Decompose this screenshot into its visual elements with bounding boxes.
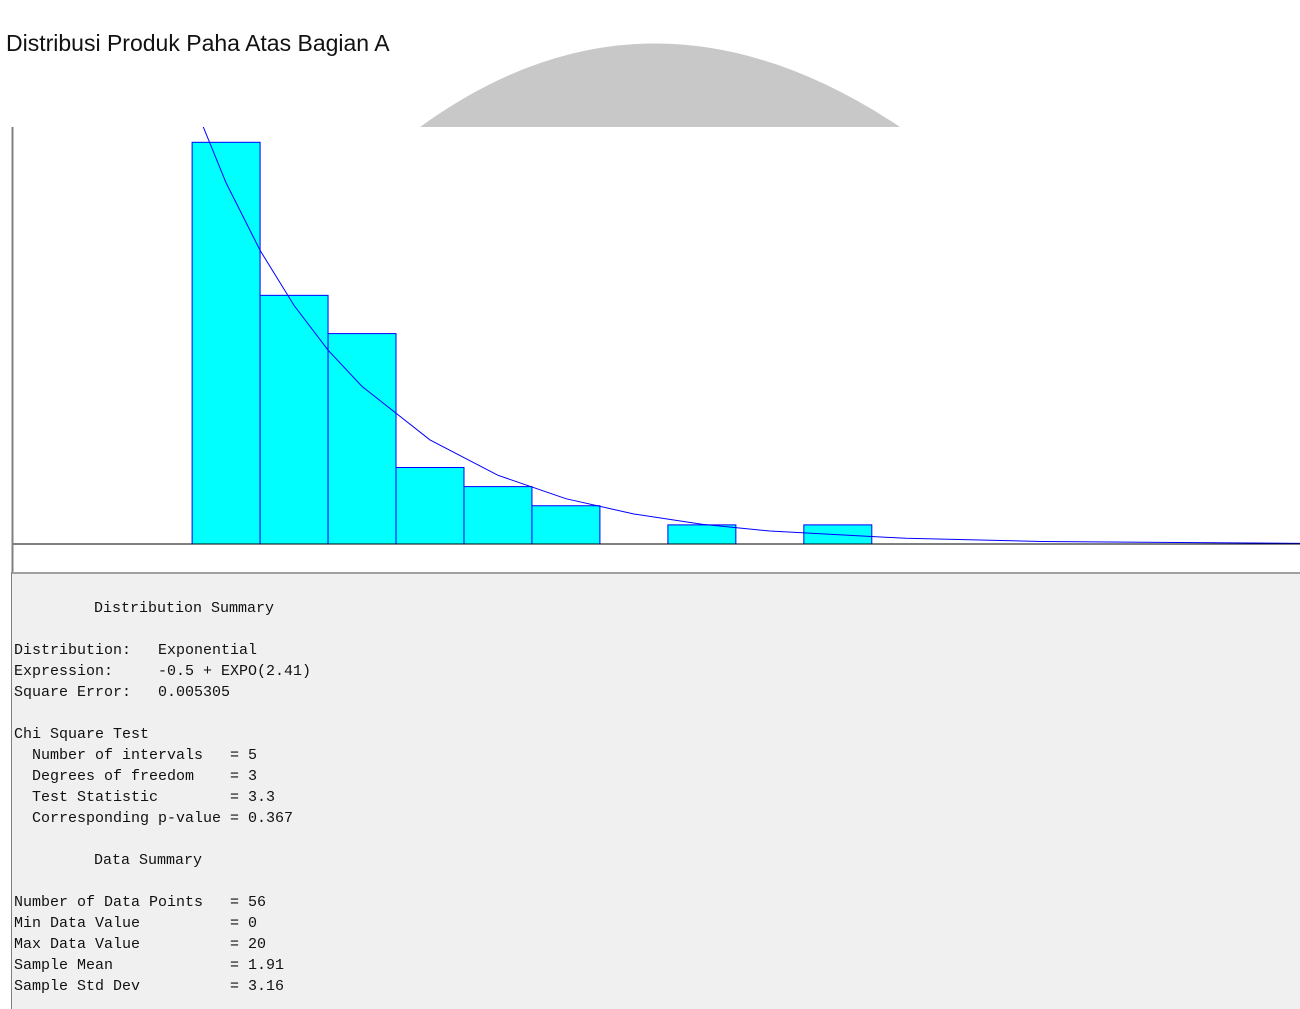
- histogram-bar: [191, 141, 261, 545]
- summary-line: Sample Std Dev = 3.16: [14, 978, 285, 995]
- histogram-bar: [327, 333, 397, 545]
- summary-panel: Distribution Summary Distribution: Expone…: [12, 572, 1300, 1009]
- summary-line: Max Data Value = 20: [14, 936, 267, 953]
- summary-line: Square Error: 0.005305: [14, 684, 231, 701]
- histogram-bar: [259, 294, 329, 545]
- summary-line: Number of intervals = 5: [14, 747, 258, 764]
- summary-line: Distribution: Exponential: [14, 642, 258, 659]
- summary-line: Number of Data Points = 56: [14, 894, 267, 911]
- histogram-bar: [395, 466, 465, 545]
- fitted-curve: [202, 127, 1300, 544]
- summary-line: Chi Square Test: [14, 726, 150, 743]
- summary-line: Degrees of freedom = 3: [14, 768, 258, 785]
- histogram-bar: [463, 486, 533, 545]
- chart-title: Distribusi Produk Paha Atas Bagian A: [6, 30, 390, 56]
- summary-line: Sample Mean = 1.91: [14, 957, 285, 974]
- histogram-bar: [667, 524, 737, 545]
- histogram-bar: [531, 505, 601, 545]
- watermark: [420, 43, 900, 127]
- chart: [11, 43, 1300, 572]
- summary-line: Corresponding p-value = 0.367: [14, 810, 294, 827]
- summary-line: Test Statistic = 3.3: [14, 789, 276, 806]
- summary-line: Min Data Value = 0: [14, 915, 258, 932]
- summary-line: Expression: -0.5 + EXPO(2.41): [14, 663, 312, 680]
- summary-line: Data Summary: [94, 852, 203, 869]
- summary-line: Distribution Summary: [94, 600, 275, 617]
